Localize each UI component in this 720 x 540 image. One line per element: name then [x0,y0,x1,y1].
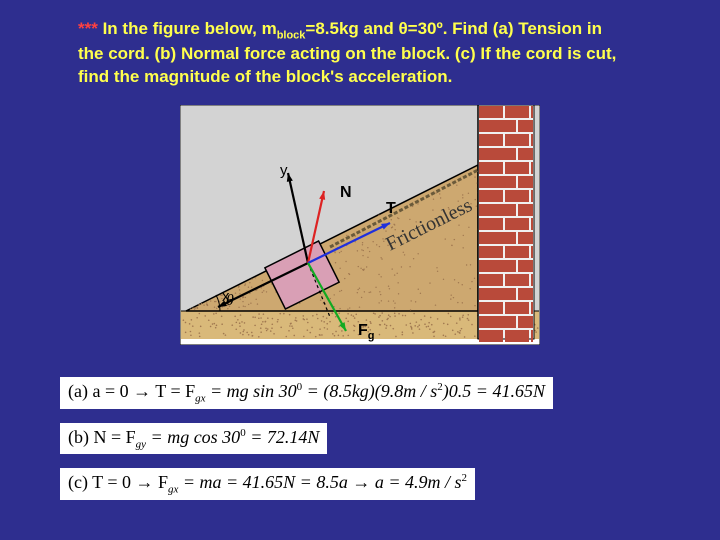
answer-b: (b) N = Fgy = mg cos 300 = 72.14N [60,423,327,455]
problem-statement: *** In the figure below, mblock=8.5kg an… [78,18,660,89]
svg-text:N: N [340,184,352,201]
svg-text:y: y [280,162,288,179]
answers-block: (a) a = 0 → T = Fgx = mg sin 300 = (8.5k… [60,377,660,514]
figure-svg: FrictionlessθNTFgyx [180,105,540,345]
svg-text:x: x [222,288,230,305]
physics-figure: FrictionlessθNTFgyx [180,105,540,345]
problem-stars: *** [78,19,98,38]
answer-c: (c) T = 0 → Fgx = ma = 41.65N = 8.5a → a… [60,468,475,500]
answer-a: (a) a = 0 → T = Fgx = mg sin 300 = (8.5k… [60,377,553,409]
svg-text:T: T [386,200,396,217]
